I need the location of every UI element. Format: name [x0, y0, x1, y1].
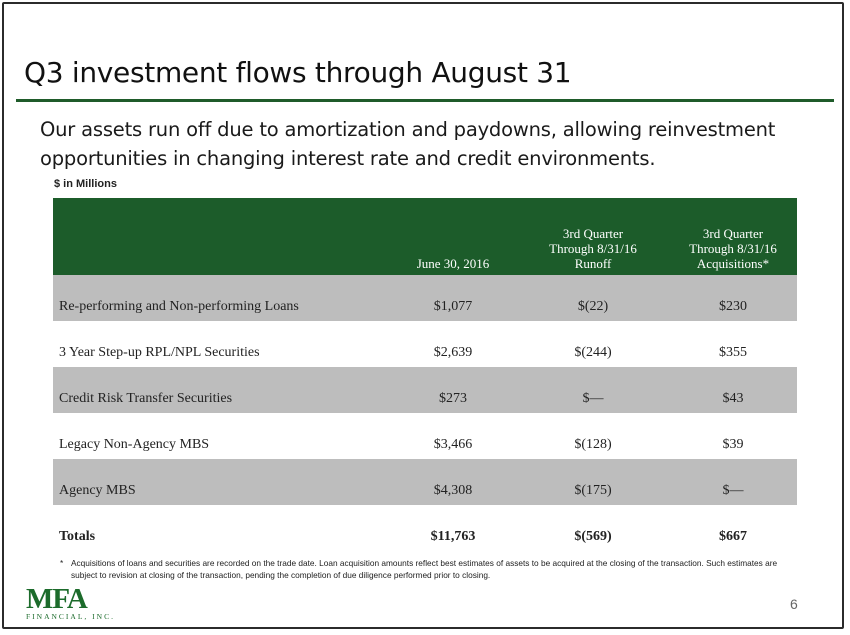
- row-label: Re-performing and Non-performing Loans: [59, 299, 299, 314]
- runoff-value: $(244): [574, 345, 612, 360]
- footnote-text: Acquisitions of loans and securities are…: [71, 558, 778, 580]
- slide-subtitle: Our assets run off due to amortization a…: [40, 118, 776, 170]
- footnote: * Acquisitions of loans and securities a…: [60, 557, 780, 581]
- company-logo: MFA FINANCIAL, INC.: [26, 584, 122, 624]
- logo-subtitle: FINANCIAL, INC.: [26, 612, 115, 621]
- runoff-value: $—: [582, 391, 604, 406]
- totals-june-value: $11,763: [430, 529, 476, 544]
- acquisitions-value: $39: [722, 437, 744, 452]
- june-value: $3,466: [433, 437, 473, 452]
- table-header: June 30, 2016 3rd Quarter Through 8/31/1…: [53, 198, 797, 275]
- june-value: $273: [439, 391, 467, 406]
- page-number: 6: [790, 596, 798, 612]
- totals-acquisitions-value: $667: [719, 529, 747, 544]
- row-label: Legacy Non-Agency MBS: [59, 437, 210, 452]
- units-label: $ in Millions: [54, 178, 117, 190]
- logo-mark: MFA: [26, 583, 88, 615]
- june-value: $2,639: [433, 345, 473, 360]
- title-divider: [16, 99, 834, 102]
- slide-title: Q3 investment flows through August 31: [24, 56, 572, 89]
- header-june-30: June 30, 2016: [416, 256, 490, 271]
- runoff-value: $(22): [577, 299, 609, 314]
- table-row: Agency MBS $4,308 $(175) $—: [53, 459, 797, 505]
- table-row: Legacy Non-Agency MBS $3,466 $(128) $39: [53, 413, 797, 459]
- acquisitions-value: $230: [719, 299, 747, 314]
- row-label: 3 Year Step-up RPL/NPL Securities: [59, 345, 260, 360]
- runoff-value: $(128): [574, 437, 612, 452]
- row-label: Credit Risk Transfer Securities: [59, 391, 233, 406]
- slide-frame: [2, 2, 844, 629]
- table-row: 3 Year Step-up RPL/NPL Securities $2,639…: [53, 321, 797, 367]
- row-label: Agency MBS: [59, 483, 136, 498]
- table-row: Credit Risk Transfer Securities $273 $— …: [53, 367, 797, 413]
- june-value: $1,077: [433, 299, 473, 314]
- june-value: $4,308: [433, 483, 473, 498]
- header-runoff: 3rd Quarter Through 8/31/16 Runoff: [549, 226, 637, 271]
- table-row: Re-performing and Non-performing Loans $…: [53, 275, 797, 321]
- acquisitions-value: $355: [719, 345, 747, 360]
- totals-runoff-value: $(569): [574, 529, 612, 544]
- investment-flows-table: June 30, 2016 3rd Quarter Through 8/31/1…: [53, 198, 797, 551]
- footnote-marker: *: [60, 558, 64, 568]
- totals-label: Totals: [59, 529, 96, 544]
- totals-row: Totals $11,763 $(569) $667: [53, 505, 797, 551]
- acquisitions-value: $43: [722, 391, 744, 406]
- header-acquisitions: 3rd Quarter Through 8/31/16 Acquisitions…: [689, 226, 777, 271]
- runoff-value: $(175): [574, 483, 612, 498]
- acquisitions-value: $—: [722, 483, 744, 498]
